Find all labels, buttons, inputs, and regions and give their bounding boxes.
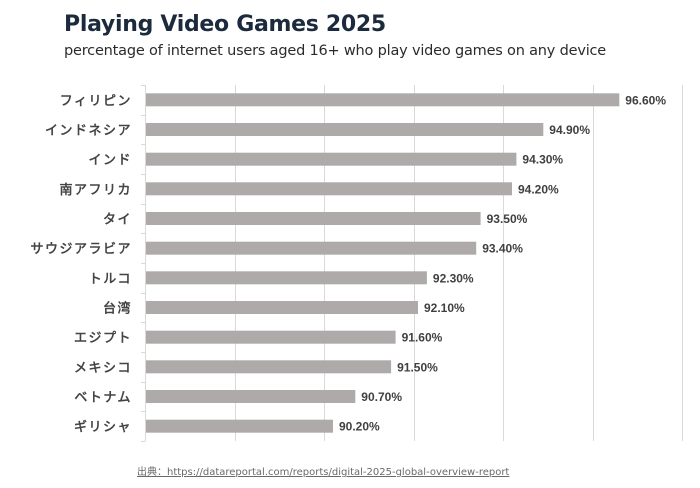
- category-label: エジプト: [74, 331, 132, 346]
- value-label: 90.20%: [339, 420, 380, 434]
- category-label: 南アフリカ: [59, 182, 132, 198]
- category-label: インド: [88, 153, 132, 168]
- bar: [146, 390, 356, 403]
- value-label: 94.90%: [549, 123, 590, 137]
- bar: [146, 301, 418, 314]
- category-label: サウジアラビア: [30, 241, 132, 257]
- y-axis: [141, 85, 146, 442]
- value-label: 96.60%: [625, 93, 666, 107]
- bars: [146, 93, 620, 433]
- value-label: 93.40%: [482, 242, 523, 256]
- source-link[interactable]: 出典：https://datareportal.com/reports/digi…: [137, 467, 510, 478]
- value-label: 92.10%: [424, 301, 465, 315]
- category-label: トルコ: [89, 272, 132, 287]
- value-label: 91.50%: [397, 360, 438, 374]
- category-labels: フィリピンインドネシアインド南アフリカタイサウジアラビアトルコ台湾エジプトメキシ…: [30, 94, 132, 435]
- bar: [146, 93, 620, 107]
- bar: [146, 330, 396, 344]
- chart-subtitle: percentage of internet users aged 16+ wh…: [64, 43, 607, 59]
- value-labels: 96.60% 94.90% 94.30% 94.20% 93.50% 93.40% 92.3…: [339, 93, 666, 433]
- value-label: 94.20%: [518, 182, 559, 196]
- value-label: 94.30%: [522, 153, 563, 167]
- bar: [146, 360, 392, 374]
- bar: [146, 241, 477, 255]
- bar: [146, 212, 481, 225]
- gridlines: [235, 85, 683, 441]
- value-label: 93.50%: [487, 212, 528, 226]
- chart-title: Playing Video Games 2025: [64, 12, 386, 37]
- category-label: ギリシャ: [74, 419, 132, 435]
- bar: [146, 419, 333, 433]
- category-label: インドネシア: [45, 124, 132, 139]
- category-label: メキシコ: [74, 361, 132, 376]
- bar: [146, 123, 544, 136]
- category-label: ベトナム: [74, 391, 132, 406]
- category-label: フィリピン: [60, 94, 132, 109]
- category-label: タイ: [103, 213, 132, 228]
- bar: [146, 182, 512, 196]
- category-label: 台湾: [103, 301, 132, 317]
- value-label: 92.30%: [433, 271, 474, 285]
- value-label: 90.70%: [361, 390, 402, 404]
- bar: [146, 152, 517, 166]
- value-label: 91.60%: [402, 331, 443, 345]
- bar: [146, 271, 427, 285]
